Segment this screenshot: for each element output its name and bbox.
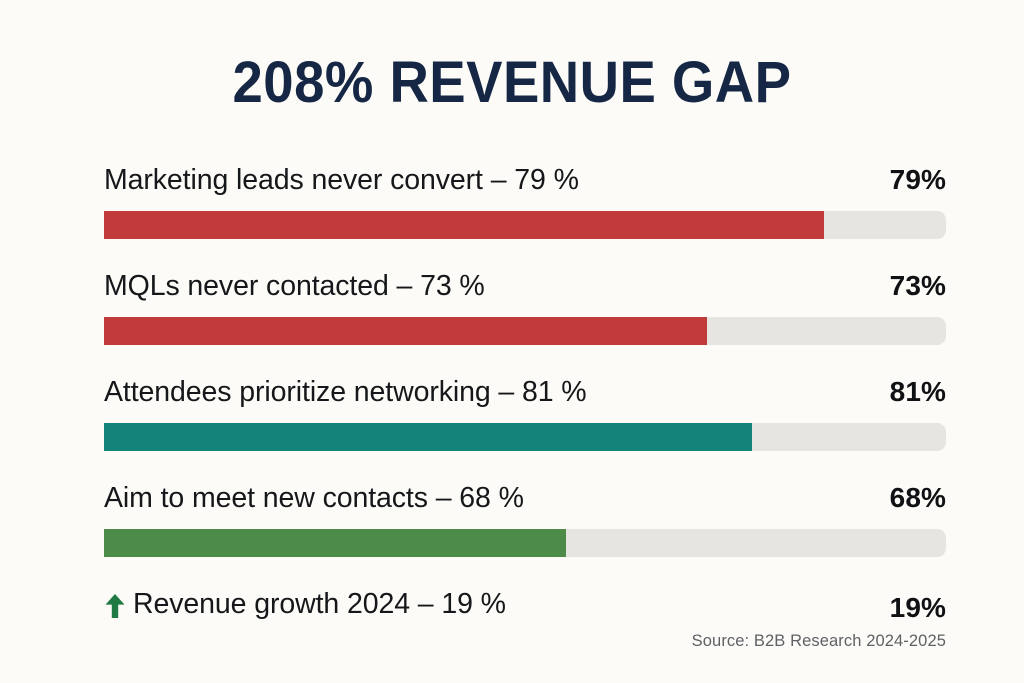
chart-row: MQLs never contacted – 73 % 73% — [104, 269, 946, 345]
arrow-up-icon — [104, 593, 126, 619]
chart-row-label-group: Marketing leads never convert – 79 % — [104, 163, 579, 197]
chart-row-label: Aim to meet new contacts – 68 % — [104, 482, 524, 514]
chart-row-value: 81% — [889, 376, 946, 407]
bar-fill — [104, 317, 707, 345]
chart-row: Aim to meet new contacts – 68 % 68% — [104, 481, 946, 557]
chart-row-header: Attendees prioritize networking – 81 % 81… — [104, 375, 946, 415]
chart-row-label: MQLs never contacted – 73 % — [104, 270, 485, 302]
bar-track — [104, 423, 946, 451]
chart-row-label-group: Attendees prioritize networking – 81 % — [104, 375, 587, 409]
bar-fill — [104, 529, 567, 557]
page-title: 208% REVENUE GAP — [232, 50, 792, 115]
chart-row-value: 79% — [889, 164, 946, 195]
bar-track — [104, 317, 946, 345]
chart-row-header: Marketing leads never convert – 79 % 79% — [104, 163, 946, 203]
chart-row: Revenue growth 2024 – 19 % 19% — [104, 587, 946, 627]
chart-row: Marketing leads never convert – 79 % 79% — [104, 163, 946, 239]
source-note: Source: B2B Research 2024-2025 — [691, 632, 946, 650]
chart-row-label-group: Revenue growth 2024 – 19 % — [104, 587, 506, 621]
chart-row-value: 73% — [889, 270, 946, 301]
chart-row-value: 19% — [889, 592, 946, 623]
chart-row: Attendees prioritize networking – 81 % 81… — [104, 375, 946, 451]
bar-track — [104, 529, 946, 557]
chart-row-header: Revenue growth 2024 – 19 % 19% — [104, 587, 946, 627]
chart-row-header: Aim to meet new contacts – 68 % 68% — [104, 481, 946, 521]
bar-track — [104, 211, 946, 239]
chart-row-label: Attendees prioritize networking – 81 % — [104, 376, 587, 408]
chart-row-header: MQLs never contacted – 73 % 73% — [104, 269, 946, 309]
chart-row-label-group: Aim to meet new contacts – 68 % — [104, 481, 524, 515]
chart-row-label: Revenue growth 2024 – 19 % — [133, 588, 506, 620]
bar-fill — [104, 423, 753, 451]
bar-chart: Marketing leads never convert – 79 % 79% M… — [104, 163, 946, 627]
bar-fill — [104, 211, 824, 239]
chart-row-label: Marketing leads never convert – 79 % — [104, 164, 579, 196]
chart-row-value: 68% — [889, 482, 946, 513]
chart-row-label-group: MQLs never contacted – 73 % — [104, 269, 485, 303]
